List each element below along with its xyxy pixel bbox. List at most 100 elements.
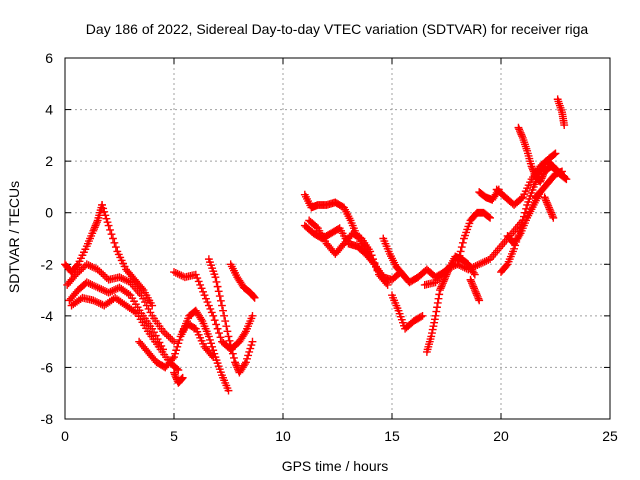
- data-point: [456, 247, 465, 256]
- data-point: [110, 238, 119, 247]
- data-point: [551, 149, 560, 158]
- x-tick-label: 15: [384, 428, 400, 444]
- data-point: [213, 324, 222, 333]
- data-point: [525, 195, 534, 203]
- data-point: [470, 270, 479, 279]
- series-arc8: [170, 268, 257, 354]
- data-point: [174, 339, 183, 348]
- series-arc2: [98, 201, 157, 310]
- data-point: [170, 353, 178, 362]
- data-point: [247, 341, 256, 349]
- x-tick-label: 5: [170, 428, 178, 444]
- data-point: [178, 374, 186, 383]
- data-point: [242, 358, 250, 367]
- data-point: [172, 346, 181, 355]
- data-point: [431, 311, 440, 320]
- y-tick-label: 4: [45, 102, 53, 118]
- data-point: [204, 332, 213, 341]
- data-point: [109, 234, 117, 243]
- series-arc6: [135, 319, 218, 372]
- data-point: [202, 294, 210, 303]
- data-point: [399, 318, 407, 327]
- data-point: [248, 337, 257, 346]
- series-arc26: [531, 167, 566, 202]
- data-point: [245, 348, 254, 356]
- data-point: [73, 261, 81, 270]
- chart-title: Day 186 of 2022, Sidereal Day-to-day VTE…: [86, 21, 589, 37]
- data-point: [427, 332, 436, 341]
- data-point: [203, 298, 212, 307]
- y-tick-label: -4: [41, 308, 54, 324]
- series-arc4: [65, 278, 167, 354]
- data-point: [485, 213, 493, 221]
- data-point: [215, 329, 223, 337]
- series-arc27: [540, 193, 558, 222]
- data-point: [221, 317, 230, 325]
- y-tick-label: -2: [41, 256, 54, 272]
- y-tick-label: 0: [45, 205, 53, 221]
- data-point: [434, 294, 443, 303]
- data-point: [560, 172, 569, 181]
- data-point: [216, 368, 225, 377]
- data-point: [209, 311, 218, 320]
- plot-frame: [64, 57, 611, 420]
- data-point: [433, 299, 442, 307]
- y-tick-label: 2: [45, 153, 53, 169]
- data-point: [560, 121, 569, 129]
- data-point: [106, 226, 114, 234]
- data-point: [107, 230, 116, 239]
- data-point: [462, 228, 471, 237]
- data-point: [428, 325, 437, 334]
- data-point: [211, 273, 220, 282]
- x-tick-label: 25: [602, 428, 618, 444]
- data-point: [204, 255, 213, 264]
- data-point: [216, 296, 225, 305]
- data-point: [395, 309, 404, 318]
- data-point: [100, 207, 109, 216]
- x-tick-label: 10: [275, 428, 291, 444]
- data-point: [418, 311, 427, 320]
- data-point: [435, 290, 444, 299]
- data-point: [173, 342, 182, 351]
- data-point: [210, 270, 219, 279]
- data-point: [220, 311, 229, 320]
- data-point: [197, 284, 206, 293]
- data-point: [174, 366, 183, 374]
- data-point: [210, 349, 219, 358]
- data-point: [222, 322, 231, 331]
- data-point: [523, 201, 532, 209]
- data-point: [199, 287, 207, 296]
- series-arc7: [170, 368, 187, 387]
- series-arc3: [63, 260, 178, 346]
- data-point: [226, 341, 235, 349]
- data-point: [206, 336, 214, 344]
- data-point: [111, 243, 120, 251]
- series-arc16: [388, 291, 427, 333]
- data-point: [210, 316, 219, 325]
- data-point: [428, 329, 436, 337]
- data-point: [224, 332, 233, 341]
- data-point: [223, 327, 232, 336]
- data-point: [246, 344, 255, 353]
- data-point: [206, 258, 214, 267]
- series-arc19: [453, 208, 494, 269]
- data-point: [215, 365, 224, 374]
- data-point: [432, 307, 441, 316]
- data-point: [206, 305, 215, 313]
- data-point: [170, 337, 178, 346]
- data-point: [429, 322, 438, 331]
- data-point: [98, 201, 106, 209]
- data-point: [486, 213, 494, 222]
- data-point: [218, 301, 226, 310]
- data-point: [214, 362, 223, 371]
- data-point: [101, 211, 110, 220]
- data-point: [244, 351, 253, 360]
- data-marks: [61, 95, 571, 395]
- data-point: [394, 306, 403, 315]
- y-axis-label: SDTVAR / TECUs: [6, 181, 22, 293]
- data-point: [194, 277, 203, 286]
- data-point: [178, 373, 187, 382]
- data-point: [457, 243, 466, 251]
- series-arc20: [466, 275, 484, 305]
